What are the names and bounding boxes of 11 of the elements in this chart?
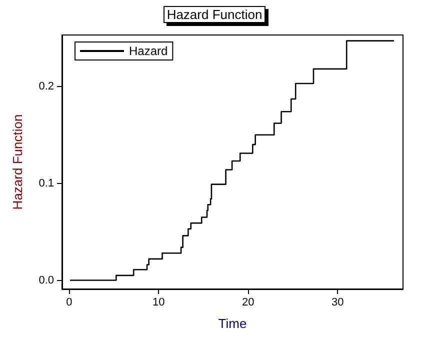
legend-label: Hazard — [129, 44, 168, 58]
y-tick-label: 0.0 — [38, 274, 54, 286]
x-tick-label: 10 — [152, 296, 165, 308]
x-tick-label: 0 — [66, 296, 72, 308]
y-axis-title: Hazard Function — [10, 114, 25, 210]
x-tick-label: 30 — [332, 296, 344, 308]
x-tick-label: 20 — [242, 296, 254, 308]
y-tick-label: 0.1 — [38, 177, 54, 190]
x-axis-title: Time — [218, 316, 247, 331]
y-tick-label: 0.2 — [38, 80, 54, 92]
chart-title: Hazard Function — [166, 7, 262, 22]
